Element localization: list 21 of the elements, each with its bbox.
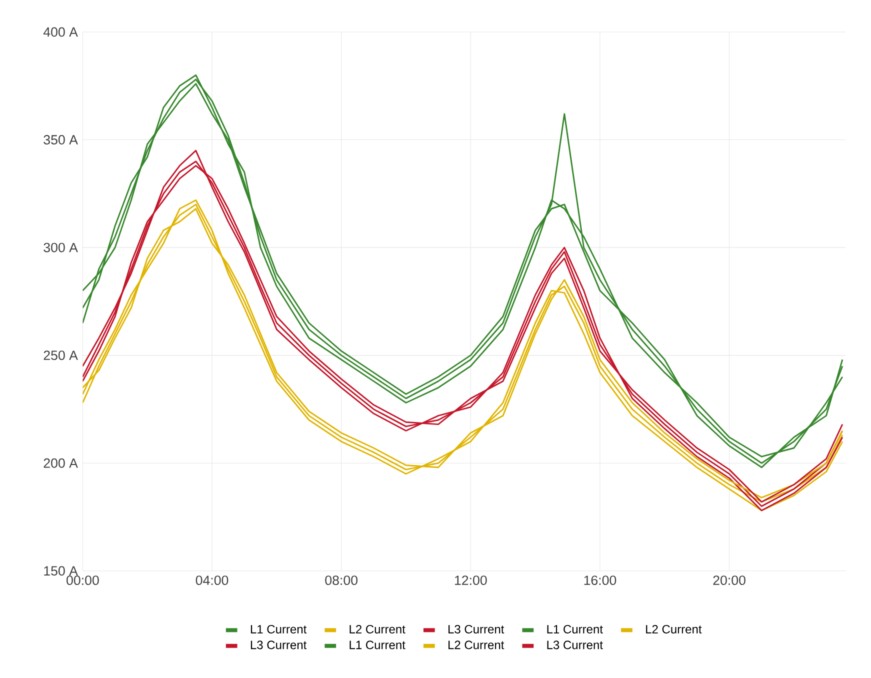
y-tick-label: 250 A xyxy=(44,350,78,360)
legend-label: L2 Current xyxy=(350,625,406,634)
y-tick-label: 300 A xyxy=(44,243,78,252)
x-tick-label: 12:00 xyxy=(454,576,487,586)
y-tick-label: 200 A xyxy=(44,458,78,468)
x-tick-label: 16:00 xyxy=(584,576,616,586)
legend-label: L3 Current xyxy=(250,640,307,650)
x-tick-label: 04:00 xyxy=(196,576,228,586)
x-tick-label: 00:00 xyxy=(66,576,99,586)
legend-label: L1 Current xyxy=(250,625,307,634)
x-tick-label: 20:00 xyxy=(713,576,746,586)
legend-label: L3 Current xyxy=(448,625,504,634)
x-tick-label: 08:00 xyxy=(325,576,358,586)
legend-label: L1 Current xyxy=(350,640,406,650)
y-tick-label: 150 A xyxy=(44,566,78,576)
y-tick-label: 350 A xyxy=(44,135,78,145)
legend-label: L1 Current xyxy=(547,625,603,634)
legend-label: L2 Current xyxy=(448,640,504,650)
legend-label: L2 Current xyxy=(646,625,702,634)
legend-label: L3 Current xyxy=(547,640,603,650)
y-tick-label: 400 A xyxy=(43,27,78,37)
